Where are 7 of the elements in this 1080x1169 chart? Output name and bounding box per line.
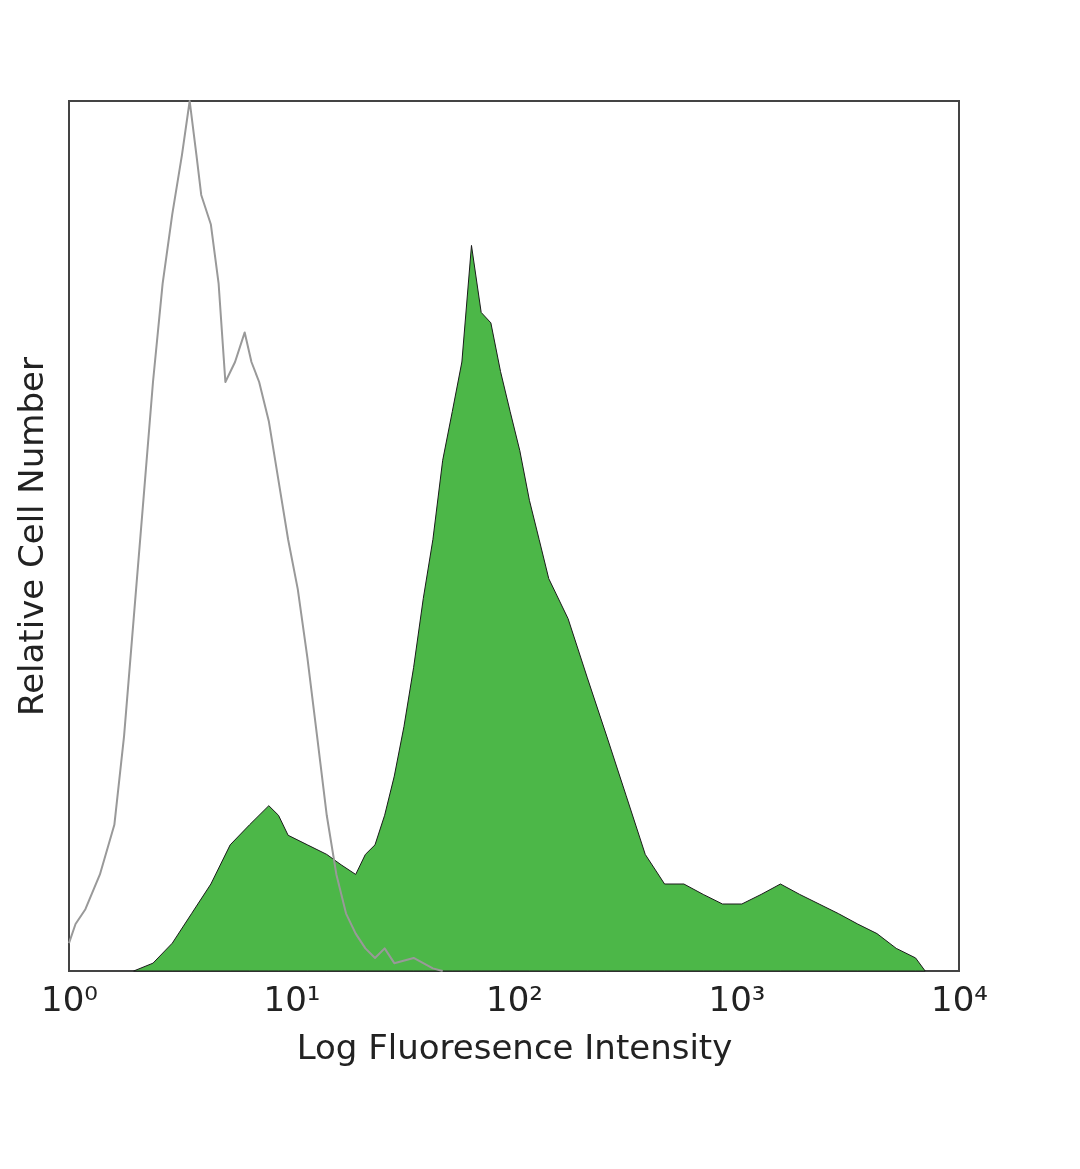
x-tick-label: 10³ bbox=[708, 978, 766, 1019]
x-tick-label: 10⁴ bbox=[931, 978, 988, 1019]
x-tick-label: 10⁰ bbox=[41, 978, 98, 1019]
y-axis-title: Relative Cell Number bbox=[10, 357, 51, 716]
x-tick-label: 10² bbox=[486, 978, 543, 1019]
x-tick-label: 10¹ bbox=[263, 978, 321, 1019]
x-axis-title: Log Fluoresence Intensity bbox=[296, 1026, 733, 1067]
